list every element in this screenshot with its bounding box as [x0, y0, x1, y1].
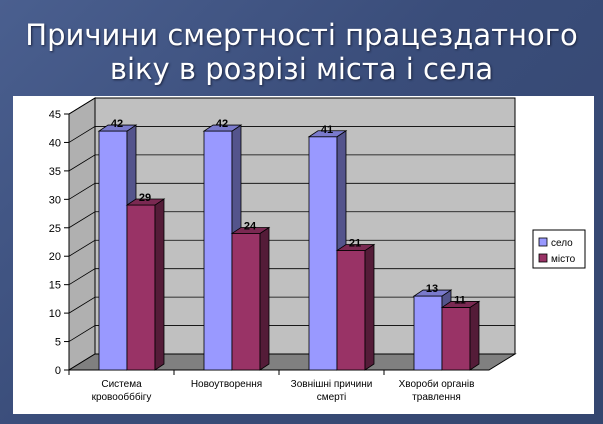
- category-label: смерті: [317, 392, 347, 403]
- y-tick-label: 45: [49, 109, 61, 121]
- bar-село-3: [413, 295, 443, 371]
- y-tick-label: 5: [55, 337, 61, 349]
- bar-top-місто-1: [230, 227, 271, 234]
- gridline: [68, 296, 515, 314]
- bar-top-місто-0: [125, 198, 166, 206]
- bar-село-0: [98, 130, 128, 371]
- data-label: 21: [349, 238, 361, 250]
- bar-top-село-3: [412, 289, 453, 297]
- chart-panel: 0 5 10 15 20 25 30 35 40 45 42 29 Система кровообббіг…: [13, 96, 594, 414]
- gridline: [68, 154, 515, 172]
- bar-top-село-2: [307, 130, 348, 138]
- bar-side-місто-2: [364, 243, 375, 371]
- gridline: [68, 239, 515, 257]
- y-tick-label: 40: [49, 137, 61, 149]
- bar-місто-1: [231, 233, 261, 371]
- gridline: [68, 268, 515, 286]
- bar-top-місто-2: [335, 244, 376, 251]
- chart-side-wall: [68, 97, 96, 371]
- bar-top-місто-3: [440, 301, 481, 308]
- bar-side-місто-3: [469, 300, 480, 371]
- bar-side-місто-1: [259, 226, 270, 371]
- gridline: [68, 97, 515, 115]
- bar-місто-2: [336, 250, 366, 371]
- gridline: [68, 126, 515, 143]
- data-label: 13: [426, 283, 438, 295]
- legend-label-місто: місто: [551, 254, 576, 265]
- gridline: [68, 325, 515, 342]
- y-tick-label: 25: [49, 223, 61, 235]
- legend-swatch-місто: [538, 253, 548, 263]
- bar-top-село-1: [202, 124, 243, 132]
- category-label: Хвороби органів: [399, 378, 475, 390]
- y-tick-label: 10: [49, 308, 61, 320]
- y-tick-label: 30: [49, 194, 61, 206]
- bar-село-1: [203, 130, 233, 371]
- gridline: [68, 182, 515, 200]
- bar-chart: 0 5 10 15 20 25 30 35 40 45 42 29 Системакровообббіг…: [49, 97, 586, 403]
- data-label: 29: [139, 192, 151, 204]
- y-tick-label: 20: [49, 251, 61, 263]
- gridline: [68, 211, 515, 229]
- y-tick-label: 15: [49, 280, 61, 292]
- y-tick-label: 35: [49, 166, 61, 178]
- bar-місто-3: [441, 307, 471, 371]
- data-label: 42: [216, 118, 228, 130]
- category-label: Система: [101, 379, 142, 390]
- y-tick-label: 0: [55, 365, 61, 377]
- bar-місто-0: [126, 204, 156, 371]
- bar-top-село-0: [97, 124, 138, 132]
- bar-село-2: [308, 136, 338, 371]
- slide-title-line-2: віку в розрізі міста і села: [109, 52, 494, 86]
- legend-swatch-село: [538, 237, 548, 247]
- slide-title-line-1: Причини смертності працездатного: [25, 18, 578, 52]
- data-label: 41: [321, 124, 333, 136]
- legend-label-село: село: [551, 238, 573, 249]
- data-label: 11: [454, 294, 466, 306]
- data-label: 24: [244, 220, 257, 232]
- category-label: Новоутворення: [191, 379, 262, 390]
- category-label: кровообббігу: [92, 391, 152, 403]
- category-label: Зовнішні причини: [291, 379, 373, 390]
- slide-title: Причини смертності працездатного віку в …: [0, 18, 603, 86]
- data-label: 42: [111, 118, 123, 130]
- legend: село місто: [532, 229, 586, 269]
- category-label: травлення: [412, 392, 461, 403]
- bar-side-місто-0: [154, 198, 165, 371]
